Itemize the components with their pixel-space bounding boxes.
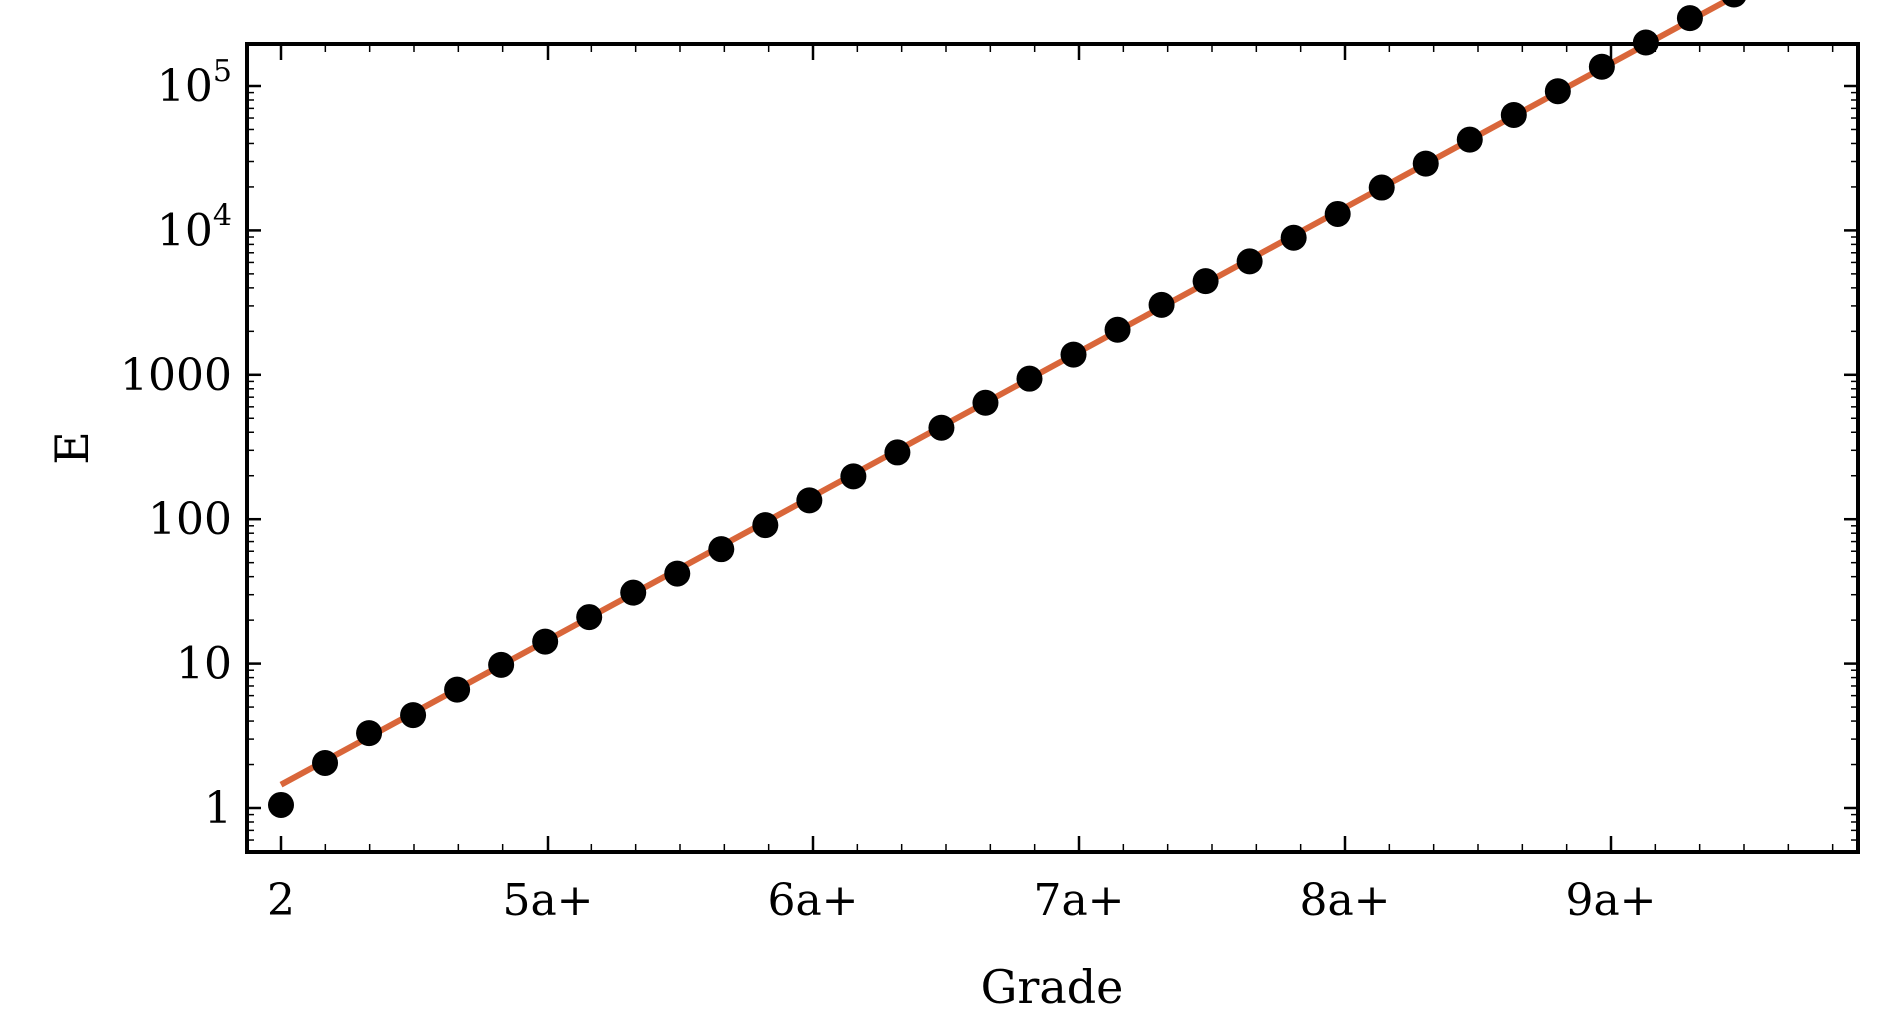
data-points — [268, 0, 1746, 818]
y-tick-base: 10 — [157, 205, 213, 256]
data-point — [664, 560, 691, 587]
data-point — [444, 676, 471, 703]
x-tick-label: 7a+ — [1033, 875, 1124, 926]
data-point — [268, 791, 294, 818]
major-ticks — [247, 44, 1858, 852]
data-point — [1236, 248, 1263, 275]
minor-ticks — [247, 44, 1858, 852]
data-point — [1148, 291, 1175, 318]
data-point — [1060, 341, 1087, 368]
y-tick-exponent: 5 — [213, 54, 232, 89]
data-point — [1280, 224, 1307, 251]
plot-frame — [245, 42, 1860, 854]
y-tick-label: 1 — [204, 783, 232, 834]
data-point — [1324, 200, 1351, 227]
data-point — [1192, 268, 1219, 295]
x-tick-label: 2 — [267, 875, 295, 926]
data-point — [752, 512, 779, 539]
data-point — [840, 463, 867, 490]
data-point — [1544, 78, 1571, 105]
data-point — [576, 604, 603, 631]
x-tick-label: 9a+ — [1565, 875, 1656, 926]
x-tick-label: 8a+ — [1299, 875, 1390, 926]
data-point — [1368, 174, 1395, 201]
data-point — [312, 749, 339, 776]
data-point — [620, 579, 647, 606]
x-tick-label: 6a+ — [767, 875, 858, 926]
data-point — [1676, 5, 1703, 32]
data-point — [1456, 126, 1483, 153]
y-axis-title: E — [45, 431, 99, 465]
data-point — [1412, 150, 1439, 177]
x-tick-labels: 2 5a+ 6a+ 7a+ 8a+ 9a+ — [267, 875, 1657, 926]
data-point — [972, 389, 999, 416]
data-point — [1722, 0, 1746, 8]
data-point — [532, 628, 559, 655]
data-point — [1104, 316, 1131, 343]
x-axis-title: Grade — [981, 960, 1124, 1014]
data-point — [708, 536, 735, 563]
y-tick-labels: 1101001000104105106 — [120, 54, 232, 834]
data-point — [1016, 365, 1043, 392]
data-point — [796, 487, 823, 514]
y-tick-label: 1000 — [120, 350, 232, 401]
data-point — [928, 414, 955, 441]
y-tick-label: 10 — [176, 639, 232, 690]
data-point — [400, 702, 427, 729]
data-point — [884, 439, 911, 466]
data-point — [356, 720, 383, 747]
y-tick-exponent: 4 — [213, 198, 232, 233]
y-tick-label: 104 — [157, 198, 232, 256]
x-tick-label: 5a+ — [502, 875, 593, 926]
y-tick-base: 10 — [157, 61, 213, 112]
data-point — [1588, 53, 1615, 80]
y-tick-label: 105 — [157, 54, 232, 112]
data-point — [488, 651, 515, 678]
y-tick-label: 100 — [148, 494, 232, 545]
data-point — [1500, 101, 1527, 128]
